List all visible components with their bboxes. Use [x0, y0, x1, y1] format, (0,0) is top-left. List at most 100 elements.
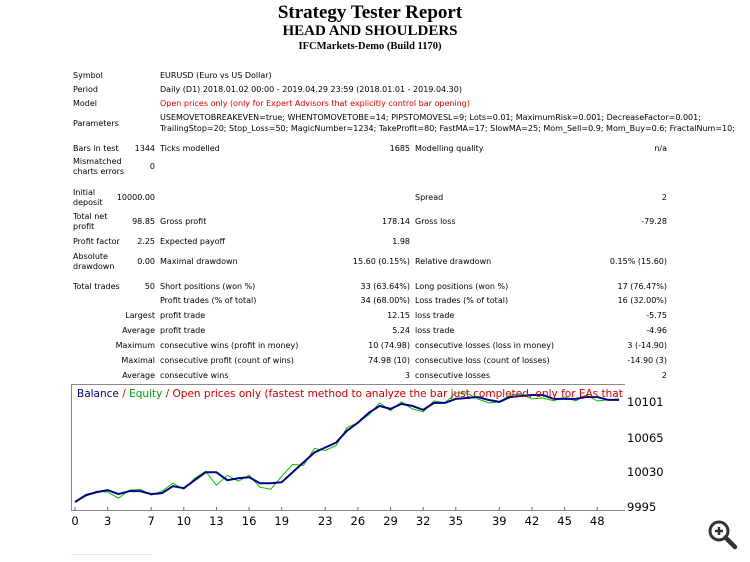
x-tick-label: 7: [147, 514, 155, 528]
max-cons-profit-value: 74.98 (10): [368, 356, 410, 365]
maxdd-label: Maximal drawdown: [160, 257, 238, 266]
max-cons-loss-label: consecutive loss (count of losses): [415, 356, 550, 365]
chart-legend: Balance / Equity / Open prices only (fas…: [77, 388, 625, 400]
x-tick-label: 35: [448, 514, 464, 528]
x-tick-label: 3: [103, 514, 112, 528]
netprofit-value: 98.85: [132, 217, 155, 226]
max-cons-wins-label: consecutive wins (profit in money): [160, 341, 299, 350]
spread-label: Spread: [415, 193, 444, 202]
x-tick-label: 39: [491, 514, 507, 528]
quality-label: Modelling quality: [415, 144, 484, 153]
long-label: Long positions (won %): [415, 282, 509, 291]
short-label: Short positions (won %): [160, 282, 256, 291]
balance-chart: Balance / Equity / Open prices only (fas…: [71, 384, 625, 511]
max-cons-loss-value: -14.90 (3): [627, 356, 667, 365]
legend-separator: /: [162, 388, 173, 400]
y-tick-label: 9995: [627, 500, 657, 514]
x-tick-label: 48: [589, 514, 605, 528]
largest-loss-value: -5.75: [646, 311, 667, 320]
max-cons-profit-label: consecutive profit (count of wins): [160, 356, 294, 365]
payoff-value: 1.98: [392, 237, 410, 246]
reldd-label: Relative drawdown: [415, 257, 492, 266]
chart-plot: [74, 392, 620, 510]
mismatch-label: Mismatched charts errors: [73, 157, 125, 176]
model-value: Open prices only (only for Expert Adviso…: [160, 99, 470, 108]
maxdd-value: 15.60 (0.15%): [352, 257, 410, 266]
period-label: Period: [73, 85, 98, 94]
x-tick-label: 32: [415, 514, 431, 528]
max-cons-wins-value: 10 (74.98): [368, 341, 410, 350]
server-label: IFCMarkets-Demo (Build 1170): [298, 41, 442, 52]
grossprofit-label: Gross profit: [160, 217, 207, 226]
average-profit-value: 5.24: [392, 326, 410, 335]
trades-label: Total trades: [73, 282, 120, 291]
trades-value: 50: [144, 282, 155, 291]
y-tick-label: 10030: [627, 465, 664, 480]
maximal-label: Maximal: [121, 356, 155, 365]
avg-cons-losses-value: 2: [661, 371, 667, 380]
parameters-label: Parameters: [73, 119, 119, 128]
pf-label: Profit factor: [73, 237, 120, 246]
max-cons-losses-label: consecutive losses (loss in money): [415, 341, 555, 350]
series-balance-line: [74, 394, 619, 503]
payoff-label: Expected payoff: [160, 237, 225, 246]
report-title: Strategy Tester Report: [277, 2, 463, 23]
absdd-value: 0.00: [137, 257, 155, 266]
report-subtitle: HEAD AND SHOULDERS: [282, 23, 458, 39]
largest-profit-value: 12.15: [387, 311, 410, 320]
x-tick-label: 0: [71, 514, 79, 528]
absdd-label: Absolute drawdown: [73, 252, 115, 271]
zoom-in-icon[interactable]: [706, 518, 740, 552]
avg-cons-wins-label: consecutive wins: [160, 371, 229, 380]
average-loss-value: -4.96: [646, 326, 667, 335]
ltrades-label: Loss trades (% of total): [415, 296, 509, 305]
footer-divider: [71, 554, 151, 555]
reldd-value: 0.15% (15.60): [609, 257, 667, 266]
avg-cons-wins-value: 3: [404, 371, 410, 380]
average-label: Average: [122, 326, 155, 335]
average-loss-label: loss trade: [415, 326, 455, 335]
y-tick-label: 10065: [627, 430, 664, 445]
period-value: Daily (D1) 2018.01.02 00:00 - 2019.04.29…: [160, 85, 462, 94]
maximum-label: Maximum: [115, 341, 155, 350]
average-profit-label: profit trade: [160, 326, 206, 335]
netprofit-label: Total net profit: [73, 212, 108, 231]
bars-label: Bars in test: [73, 144, 119, 153]
ptrades-label: Profit trades (% of total): [160, 296, 257, 305]
ltrades-value: 16 (32.00%): [617, 296, 667, 305]
symbol-label: Symbol: [73, 71, 103, 80]
x-tick-label: 13: [209, 514, 224, 528]
symbol-value: EURUSD (Euro vs US Dollar): [160, 71, 272, 80]
ticks-value: 1685: [389, 144, 410, 153]
legend-equity: Equity: [129, 388, 163, 400]
parameters-line2: TrailingStop=20; Stop_Loss=50; MagicNumb…: [160, 124, 735, 133]
y-tick-label: 10101: [627, 394, 664, 409]
grossloss-label: Gross loss: [415, 217, 456, 226]
ptrades-value: 34 (68.00%): [360, 296, 410, 305]
legend-separator: /: [118, 388, 130, 400]
x-tick-label: 26: [350, 514, 366, 528]
legend-note: Open prices only (fastest method to anal…: [172, 388, 625, 400]
max-cons-losses-value: 3 (-14.90): [627, 341, 667, 350]
bars-value: 1344: [134, 144, 155, 153]
x-tick-label: 16: [241, 514, 257, 528]
x-tick-label: 45: [557, 514, 572, 528]
series-equity-line: [74, 392, 620, 503]
x-tick-label: 42: [524, 514, 540, 528]
deposit-label: Initial deposit: [73, 188, 103, 207]
largest-label: Largest: [125, 311, 155, 320]
mismatch-value: 0: [149, 162, 155, 171]
average2-label: Average: [122, 371, 155, 380]
model-label: Model: [73, 99, 98, 108]
spread-value: 2: [661, 193, 667, 202]
grossprofit-value: 178.14: [382, 217, 410, 226]
parameters-line1: USEMOVETOBREAKEVEN=true; WHENTOMOVETOBE=…: [160, 113, 701, 122]
x-tick-label: 19: [274, 514, 290, 528]
pf-value: 2.25: [137, 237, 155, 246]
largest-loss-label: loss trade: [415, 311, 455, 320]
x-tick-label: 23: [317, 514, 333, 528]
legend-balance: Balance: [77, 388, 119, 400]
largest-profit-label: profit trade: [160, 311, 206, 320]
deposit-value: 10000.00: [116, 193, 155, 202]
long-value: 17 (76.47%): [617, 282, 667, 291]
